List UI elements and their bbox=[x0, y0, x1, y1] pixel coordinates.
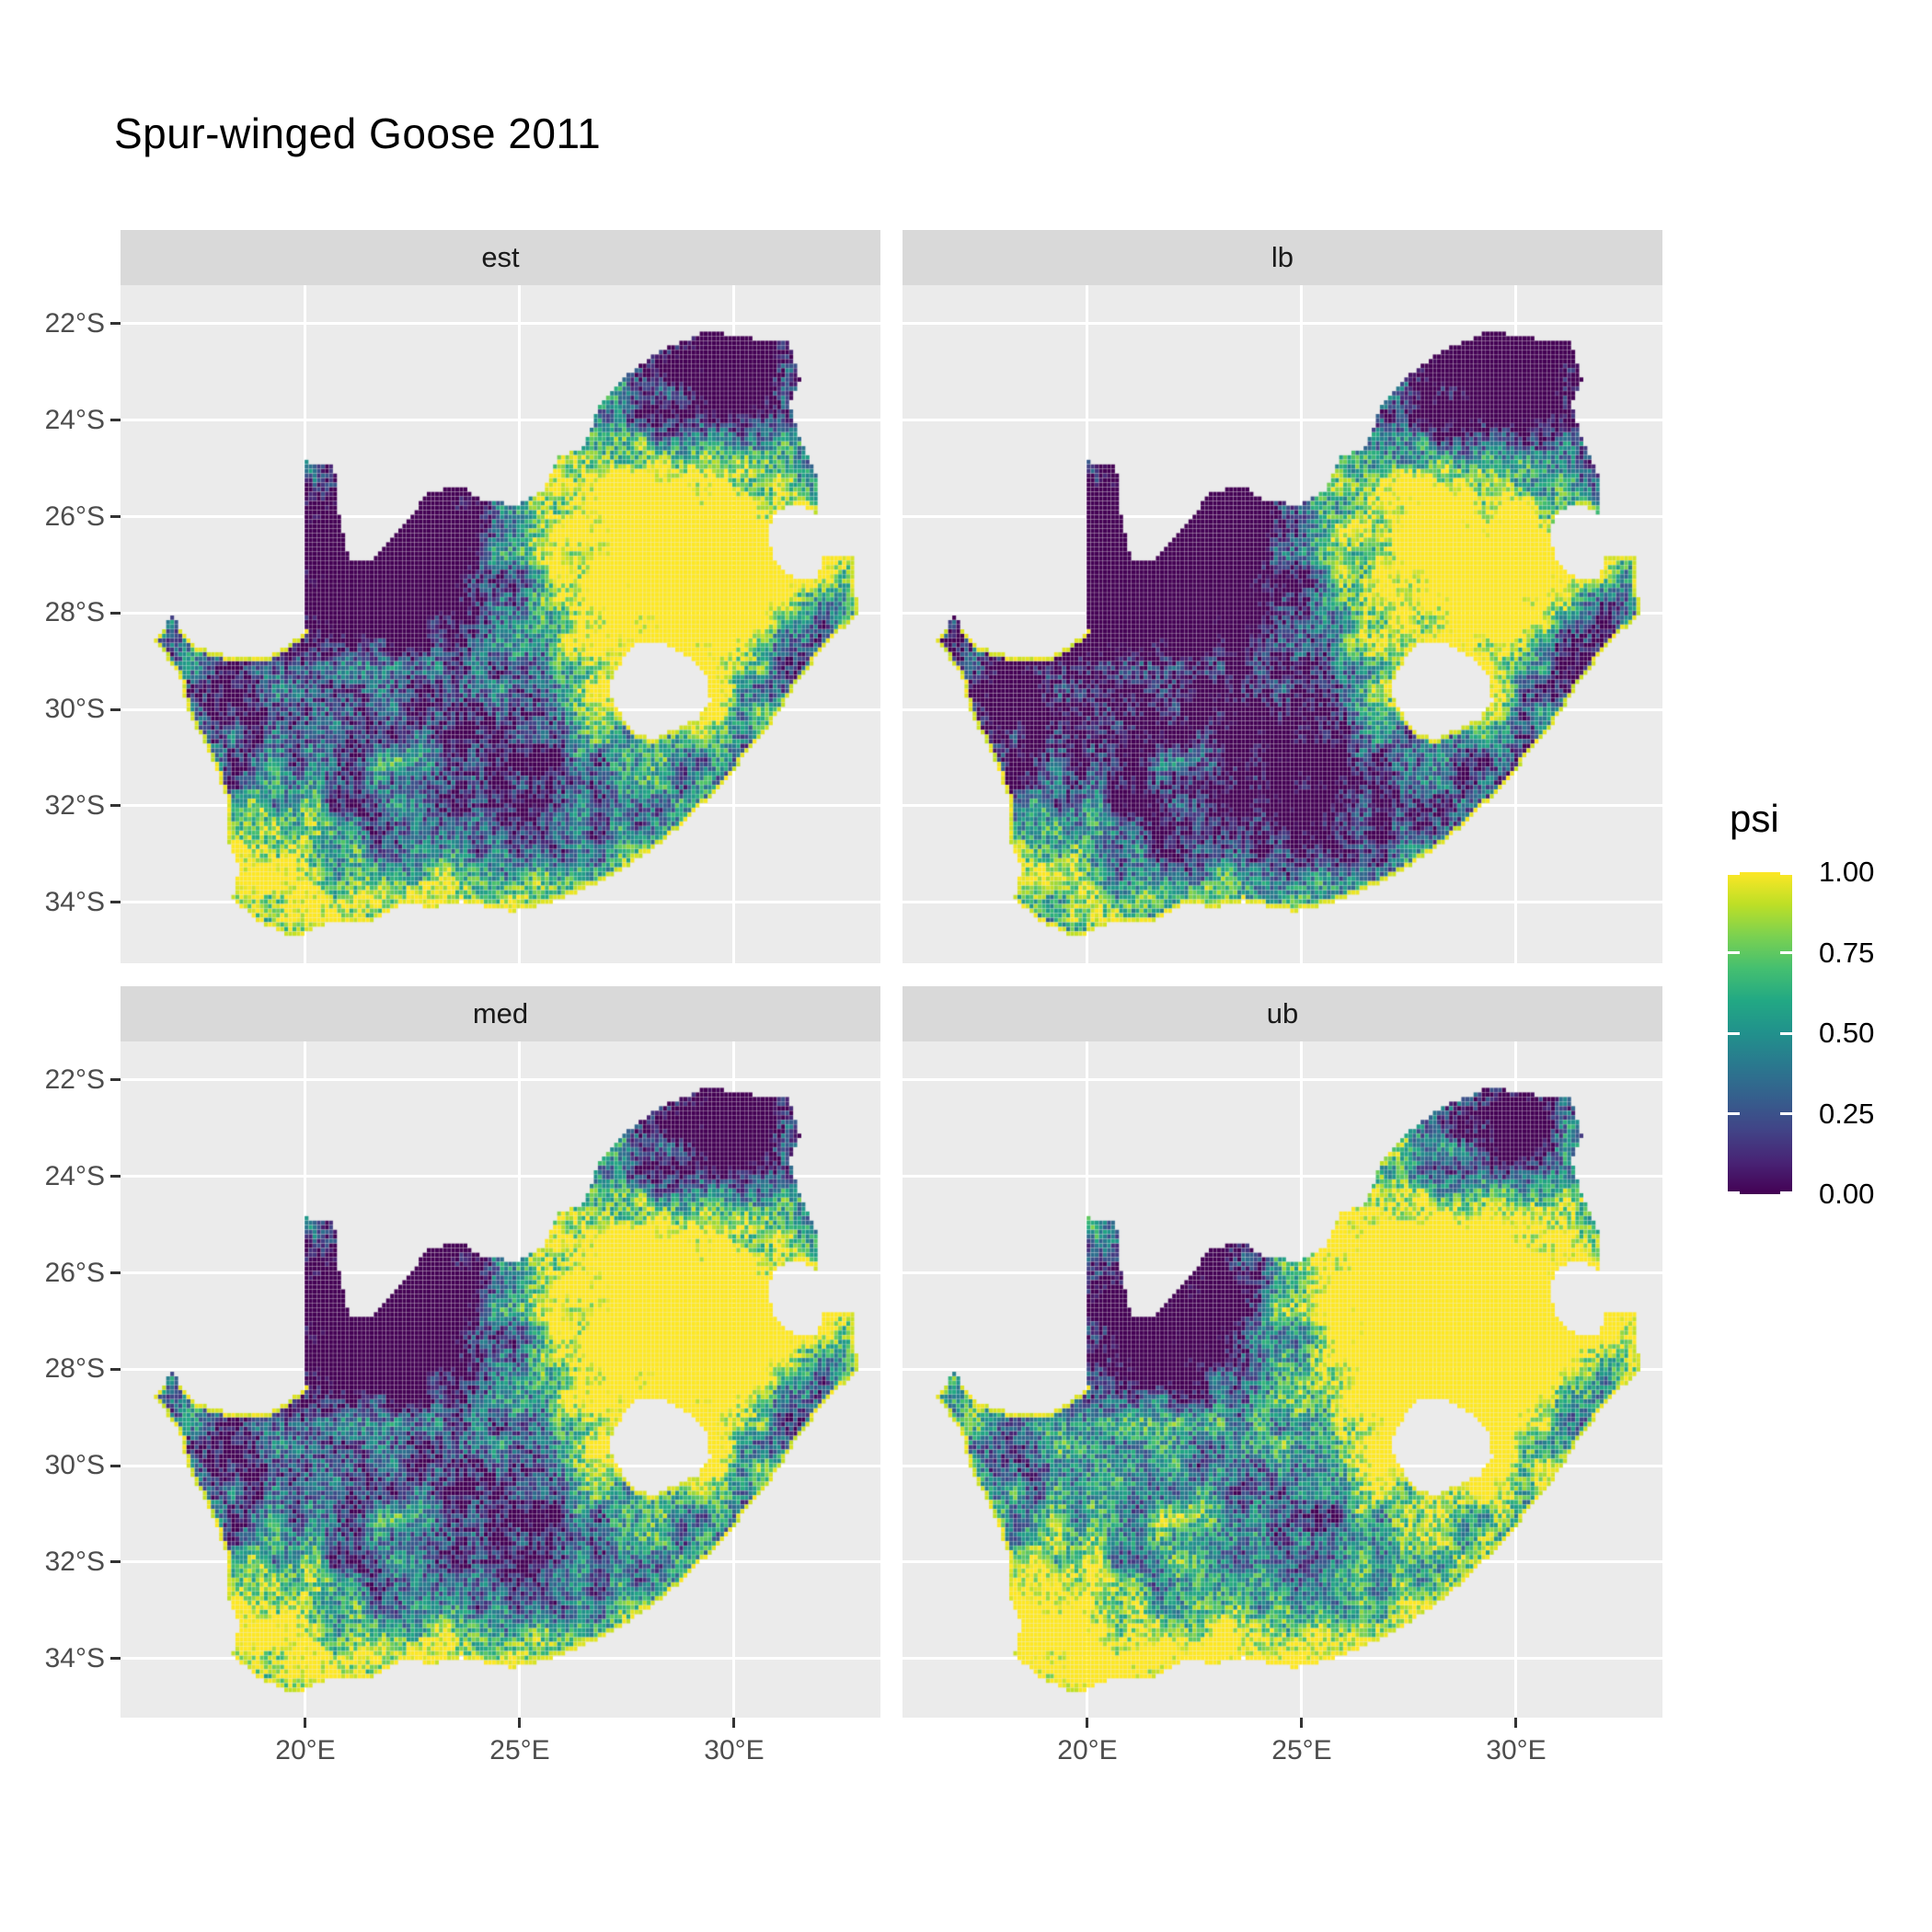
y-axis-tick bbox=[110, 804, 121, 808]
y-axis-label: 34°S bbox=[44, 1642, 105, 1673]
map-canvas-ub bbox=[903, 1041, 1662, 1718]
y-axis-tick bbox=[110, 1175, 121, 1179]
legend-title: psi bbox=[1730, 797, 1779, 840]
x-axis-tick bbox=[1086, 1718, 1089, 1728]
y-axis-label: 32°S bbox=[44, 1546, 105, 1577]
y-axis-tick bbox=[110, 1464, 121, 1467]
legend-label: 0.75 bbox=[1819, 936, 1875, 969]
y-axis-tick bbox=[110, 1078, 121, 1082]
y-axis-tick bbox=[110, 1271, 121, 1275]
facet-label-est: est bbox=[481, 241, 520, 273]
map-panel-med bbox=[121, 1041, 880, 1718]
y-axis-tick bbox=[110, 1560, 121, 1564]
legend-tick-left bbox=[1728, 1191, 1740, 1194]
y-axis-label: 26°S bbox=[44, 500, 105, 532]
map-canvas-med bbox=[121, 1041, 880, 1718]
y-axis-label: 28°S bbox=[44, 597, 105, 628]
x-axis-tick bbox=[1514, 1718, 1518, 1728]
y-axis-tick bbox=[110, 1657, 121, 1661]
legend-tick-left bbox=[1728, 872, 1740, 875]
facet-label-lb: lb bbox=[1271, 241, 1294, 273]
x-axis-label: 20°E bbox=[1057, 1735, 1118, 1765]
x-axis-label: 25°E bbox=[1271, 1735, 1332, 1765]
y-axis-label: 22°S bbox=[44, 1064, 105, 1095]
legend-tick-right bbox=[1780, 1191, 1792, 1194]
facet-strip-lb: lb bbox=[903, 230, 1662, 285]
y-axis-tick bbox=[110, 419, 121, 422]
y-axis-label: 26°S bbox=[44, 1257, 105, 1288]
legend-tick-right bbox=[1780, 872, 1792, 875]
x-axis-label: 25°E bbox=[489, 1735, 550, 1765]
x-axis-label: 30°E bbox=[1486, 1735, 1547, 1765]
legend-tick-left bbox=[1728, 1031, 1740, 1035]
y-axis-label: 32°S bbox=[44, 789, 105, 821]
legend-label: 0.50 bbox=[1819, 1017, 1875, 1049]
legend-label: 0.25 bbox=[1819, 1097, 1875, 1130]
map-panel-est bbox=[121, 285, 880, 963]
facet-label-ub: ub bbox=[1266, 997, 1299, 1029]
legend-tick-left bbox=[1728, 1112, 1740, 1115]
y-axis-label: 28°S bbox=[44, 1353, 105, 1385]
legend-tick-left bbox=[1728, 951, 1740, 954]
y-axis-label: 34°S bbox=[44, 886, 105, 917]
map-canvas-lb bbox=[903, 285, 1662, 963]
facet-strip-med: med bbox=[121, 986, 880, 1041]
y-axis-tick bbox=[110, 707, 121, 711]
legend-tick-right bbox=[1780, 1031, 1792, 1035]
y-axis-label: 24°S bbox=[44, 1160, 105, 1191]
x-axis-tick bbox=[1300, 1718, 1304, 1728]
y-axis-label: 24°S bbox=[44, 404, 105, 435]
facet-strip-est: est bbox=[121, 230, 880, 285]
y-axis-label: 30°S bbox=[44, 694, 105, 725]
y-axis-tick bbox=[110, 322, 121, 326]
x-axis-tick bbox=[518, 1718, 522, 1728]
y-axis-tick bbox=[110, 1367, 121, 1371]
y-axis-tick bbox=[110, 901, 121, 904]
x-axis-tick bbox=[304, 1718, 307, 1728]
legend-tick-right bbox=[1780, 1112, 1792, 1115]
plot-title: Spur-winged Goose 2011 bbox=[114, 109, 602, 157]
y-axis-tick bbox=[110, 515, 121, 519]
x-axis-tick bbox=[732, 1718, 736, 1728]
map-panel-ub bbox=[903, 1041, 1662, 1718]
map-canvas-est bbox=[121, 285, 880, 963]
x-axis-label: 20°E bbox=[275, 1735, 336, 1765]
facet-strip-ub: ub bbox=[903, 986, 1662, 1041]
legend-tick-right bbox=[1780, 951, 1792, 954]
x-axis-label: 30°E bbox=[704, 1735, 765, 1765]
y-axis-label: 22°S bbox=[44, 307, 105, 339]
map-panel-lb bbox=[903, 285, 1662, 963]
y-axis-label: 30°S bbox=[44, 1450, 105, 1481]
legend-label: 1.00 bbox=[1819, 856, 1875, 888]
legend-label: 0.00 bbox=[1819, 1178, 1875, 1210]
facet-label-med: med bbox=[472, 997, 529, 1029]
y-axis-tick bbox=[110, 611, 121, 615]
